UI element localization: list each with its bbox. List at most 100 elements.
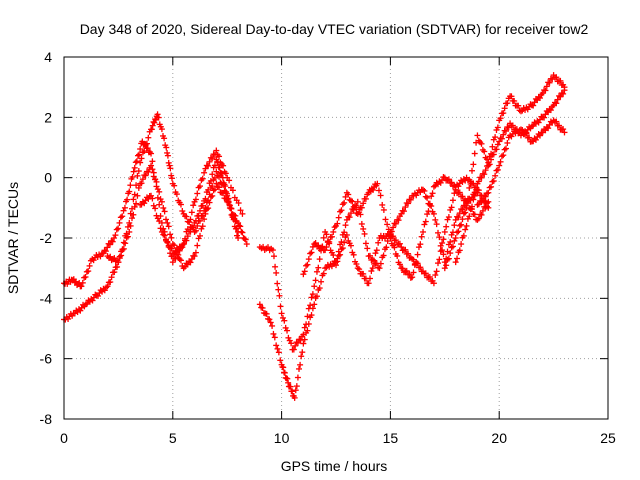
data-point <box>323 244 330 251</box>
data-point <box>278 310 285 317</box>
data-point <box>526 134 533 141</box>
data-point <box>475 178 482 185</box>
data-point <box>387 235 394 241</box>
data-point <box>202 195 209 202</box>
data-point <box>405 250 412 257</box>
data-point <box>471 150 478 157</box>
data-point <box>458 221 465 228</box>
data-point <box>145 168 152 175</box>
data-point <box>285 379 292 386</box>
data-point <box>107 279 114 286</box>
x-tick-label: 20 <box>491 430 507 446</box>
data-point <box>197 232 203 239</box>
data-point <box>192 227 199 234</box>
data-point <box>166 162 173 169</box>
data-point <box>190 224 197 231</box>
data-point <box>346 214 353 221</box>
data-point <box>561 129 568 136</box>
data-point <box>402 204 409 211</box>
data-point <box>205 162 212 169</box>
data-point <box>78 283 85 290</box>
data-point <box>462 226 469 233</box>
data-point <box>164 152 171 159</box>
data-point <box>133 200 140 207</box>
data-point <box>323 231 330 238</box>
data-point <box>343 216 350 223</box>
data-point <box>313 293 320 300</box>
data-point <box>494 141 501 148</box>
data-point <box>460 232 467 239</box>
data-point <box>326 238 333 245</box>
data-point <box>334 258 341 265</box>
data-point <box>275 286 282 293</box>
data-point <box>391 244 398 251</box>
data-point <box>191 253 198 260</box>
data-point <box>142 141 149 148</box>
data-point <box>473 186 480 193</box>
data-point <box>543 83 550 90</box>
data-point <box>154 111 161 118</box>
data-point <box>354 198 361 205</box>
data-point <box>242 236 249 243</box>
data-point <box>511 97 518 104</box>
data-point <box>489 143 496 150</box>
data-point <box>274 345 281 352</box>
data-point <box>304 261 311 268</box>
data-point <box>216 184 223 191</box>
data-point <box>272 263 279 270</box>
data-point <box>148 150 155 157</box>
data-point <box>421 187 428 194</box>
data-point <box>454 255 461 262</box>
data-point <box>274 280 281 287</box>
data-point <box>241 235 248 242</box>
data-point <box>236 222 243 229</box>
data-point <box>296 365 303 372</box>
data-point <box>202 210 209 217</box>
data-point <box>305 305 312 312</box>
data-point <box>432 272 439 279</box>
series-track-10 <box>474 117 568 208</box>
data-point <box>223 190 230 197</box>
data-point <box>333 262 339 269</box>
data-point <box>358 204 365 211</box>
y-tick-label: -8 <box>40 411 53 427</box>
data-point <box>424 194 431 201</box>
data-point <box>308 294 315 301</box>
data-point <box>380 206 387 213</box>
data-point <box>243 241 250 248</box>
data-point <box>131 164 138 171</box>
data-point <box>202 165 209 172</box>
data-point <box>183 213 190 220</box>
data-point <box>417 241 424 248</box>
data-point <box>293 383 300 390</box>
data-point <box>553 100 560 107</box>
data-point <box>398 210 405 217</box>
data-point <box>280 364 287 371</box>
y-tick-label: 2 <box>44 109 52 125</box>
data-point <box>452 235 459 241</box>
data-point <box>379 201 386 208</box>
data-point <box>362 195 369 202</box>
data-point <box>164 238 171 245</box>
data-point <box>219 170 226 177</box>
y-tick-label: -4 <box>40 290 53 306</box>
data-point <box>470 161 477 168</box>
data-point <box>316 256 323 263</box>
data-point <box>474 132 481 139</box>
data-point <box>299 349 306 356</box>
chart-title: Day 348 of 2020, Sidereal Day-to-day VTE… <box>80 21 589 37</box>
data-point <box>115 259 122 266</box>
data-point <box>342 222 349 229</box>
data-point <box>399 265 406 272</box>
data-point <box>542 87 549 94</box>
data-point <box>374 180 381 187</box>
data-point <box>441 228 448 235</box>
data-point <box>433 221 440 228</box>
data-point <box>156 218 163 225</box>
data-point <box>126 219 133 226</box>
data-point <box>270 330 277 337</box>
data-point <box>177 257 184 264</box>
data-point <box>383 244 390 251</box>
data-point <box>320 234 327 241</box>
data-point <box>485 189 492 196</box>
